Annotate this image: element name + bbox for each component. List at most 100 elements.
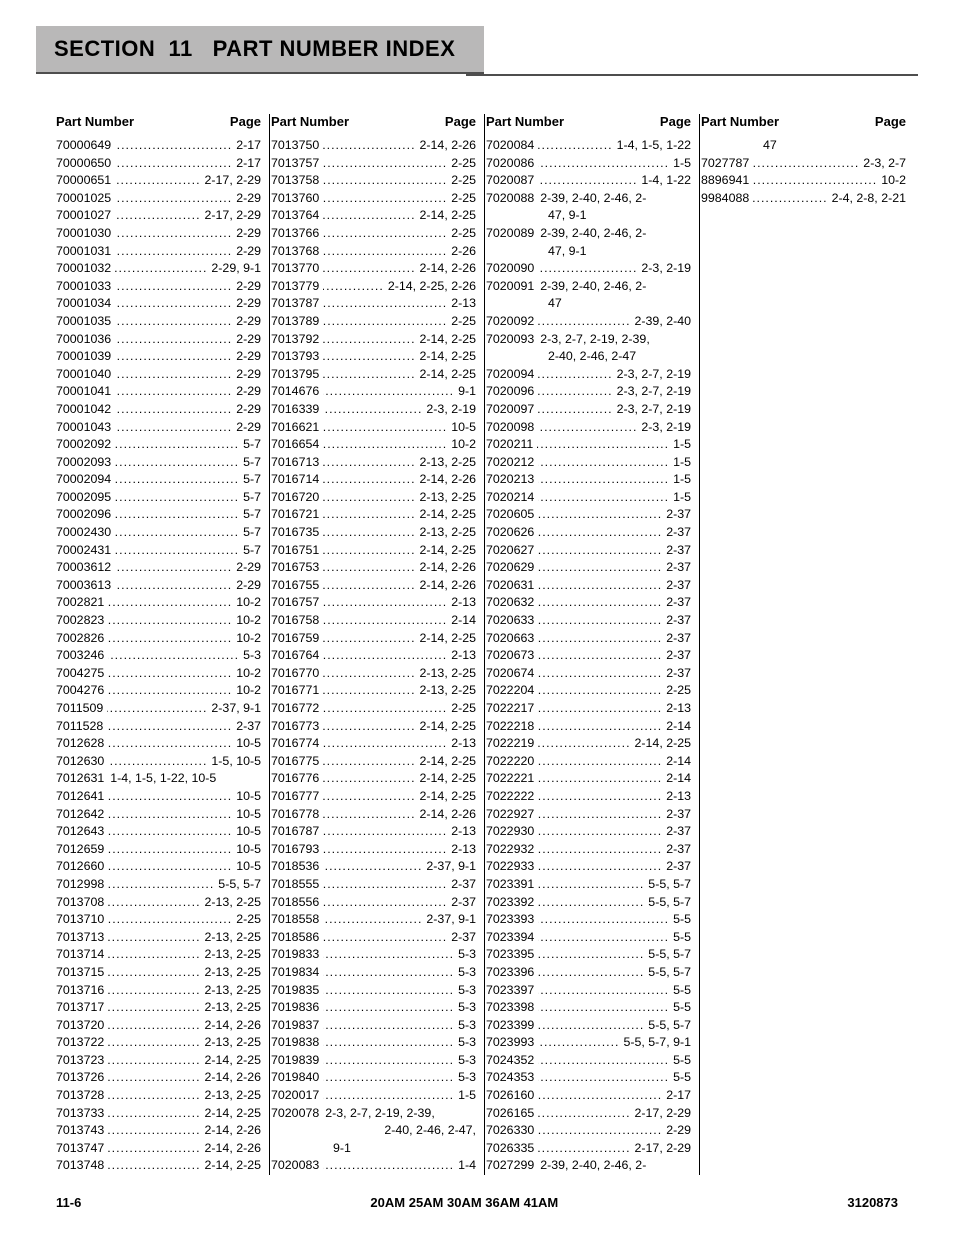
- page-ref: 1-4, 1-5, 1-22: [617, 137, 691, 155]
- leader-dots: [108, 1017, 200, 1035]
- page-ref: 10-5: [236, 806, 261, 824]
- index-entry: 70129985-5, 5-7: [56, 876, 261, 894]
- page-ref: 5-3: [458, 1069, 476, 1087]
- leader-dots: [323, 1157, 454, 1175]
- page-ref: 2-37, 9-1: [211, 700, 261, 718]
- index-entry: 70200871-4, 1-22: [486, 172, 691, 190]
- part-number: 7011528: [56, 718, 103, 736]
- index-entry: 70167742-13: [271, 735, 476, 753]
- part-number: 7013717: [56, 999, 104, 1017]
- page-ref: 1-5, 10-5: [211, 753, 261, 771]
- leader-dots: [538, 700, 662, 718]
- leader-dots: [115, 331, 232, 349]
- index-entry: 70115092-37, 9-1: [56, 700, 261, 718]
- index-entry: 70272992-39, 2-40, 2-46, 2-: [486, 1157, 691, 1175]
- index-entry: 70200841-4, 1-5, 1-22: [486, 137, 691, 155]
- leader-dots: [323, 348, 415, 366]
- index-entry: 70229272-37: [486, 806, 691, 824]
- leader-dots: [115, 419, 232, 437]
- index-entry: 70163392-3, 2-19: [271, 401, 476, 419]
- page-ref: 2-29: [236, 348, 261, 366]
- part-number: 7019838: [271, 1034, 319, 1052]
- part-number: 9984088: [701, 190, 749, 208]
- leader-dots: [323, 137, 415, 155]
- leader-dots: [108, 753, 207, 771]
- page-ref: 2-13, 2-25: [205, 894, 261, 912]
- page-ref: 5-3: [458, 1017, 476, 1035]
- index-entry: 700427510-2: [56, 665, 261, 683]
- page-ref: 2-14, 2-26: [420, 471, 476, 489]
- header-partnumber: Part Number: [271, 114, 349, 129]
- leader-dots: [538, 489, 669, 507]
- page-ref: 1-5: [673, 489, 691, 507]
- index-entry: 70167762-14, 2-25: [271, 770, 476, 788]
- index-entry: 70200922-39, 2-40: [486, 313, 691, 331]
- index-entry: 70167202-13, 2-25: [271, 489, 476, 507]
- page-ref: 5-3: [458, 982, 476, 1000]
- column-header: Part NumberPage: [701, 114, 906, 129]
- part-number: 7003246: [56, 647, 104, 665]
- part-number: 7004275: [56, 665, 104, 683]
- leader-dots: [323, 612, 447, 630]
- part-number: 7020091: [486, 278, 534, 296]
- part-number: 7022218: [486, 718, 534, 736]
- index-entry: 70222192-14, 2-25: [486, 735, 691, 753]
- leader-dots: [115, 524, 239, 542]
- page-ref: 2-3, 2-7, 2-19: [617, 366, 691, 384]
- leader-dots: [538, 894, 644, 912]
- part-number: 7013795: [271, 366, 319, 384]
- leader-dots: [538, 506, 662, 524]
- part-number: 7019840: [271, 1069, 319, 1087]
- part-number: 7016757: [271, 594, 319, 612]
- leader-dots: [115, 243, 232, 261]
- part-number: 7020090: [486, 260, 534, 278]
- part-number: 7013715: [56, 964, 104, 982]
- part-number: 7012659: [56, 841, 104, 859]
- index-entry-continuation: 9-1: [271, 1140, 476, 1158]
- part-number: 7013720: [56, 1017, 104, 1035]
- index-entry: 701266010-5: [56, 858, 261, 876]
- part-number: 7020096: [486, 383, 534, 401]
- part-number: 70003612: [56, 559, 111, 577]
- section-header: SECTION 11 PART NUMBER INDEX: [36, 26, 484, 74]
- part-number: 7016774: [271, 735, 319, 753]
- part-number: 7013743: [56, 1122, 104, 1140]
- part-number: 7020629: [486, 559, 534, 577]
- part-number: 7013733: [56, 1105, 104, 1123]
- page-ref: 2-13, 2-25: [205, 946, 261, 964]
- leader-dots: [108, 735, 232, 753]
- part-number: 7016735: [271, 524, 319, 542]
- leader-dots: [323, 718, 415, 736]
- part-number: 7016720: [271, 489, 319, 507]
- leader-dots: [115, 542, 239, 560]
- page-ref: 2-14, 2-25: [420, 506, 476, 524]
- page-ref: 2-14, 2-25: [205, 1105, 261, 1123]
- part-number: 7024352: [486, 1052, 534, 1070]
- leader-dots: [538, 630, 662, 648]
- index-entry: 70200942-3, 2-7, 2-19: [486, 366, 691, 384]
- page-ref: 2-13: [451, 295, 476, 313]
- leader-dots: [538, 806, 662, 824]
- leader-dots: [108, 1157, 200, 1175]
- page-ref: 2-37: [451, 876, 476, 894]
- page-ref: 9-1: [458, 383, 476, 401]
- index-entry: 7013733 2-14, 2-25: [56, 1105, 261, 1123]
- page-ref: 2-13, 2-25: [205, 964, 261, 982]
- page-ref: 5-3: [458, 1052, 476, 1070]
- index-entry-continuation: 2-40, 2-46, 2-47,: [271, 1122, 476, 1140]
- page-ref: 2-13, 2-25: [205, 929, 261, 947]
- leader-dots: [538, 718, 662, 736]
- leader-dots: [115, 454, 239, 472]
- leader-dots: [108, 682, 232, 700]
- part-number: 7023394: [486, 929, 534, 947]
- leader-dots: [115, 260, 207, 278]
- part-number: 7013758: [271, 172, 319, 190]
- leader-dots: [108, 594, 232, 612]
- index-entry: 70222042-25: [486, 682, 691, 700]
- page-ref: 2-14, 2-26: [420, 137, 476, 155]
- page-ref: 2-14, 2-26: [420, 806, 476, 824]
- index-columns: Part NumberPage700006492-17700006502-177…: [0, 76, 954, 1175]
- index-entry: 700427610-2: [56, 682, 261, 700]
- index-entry: 70137872-13: [271, 295, 476, 313]
- part-number: 70002093: [56, 454, 111, 472]
